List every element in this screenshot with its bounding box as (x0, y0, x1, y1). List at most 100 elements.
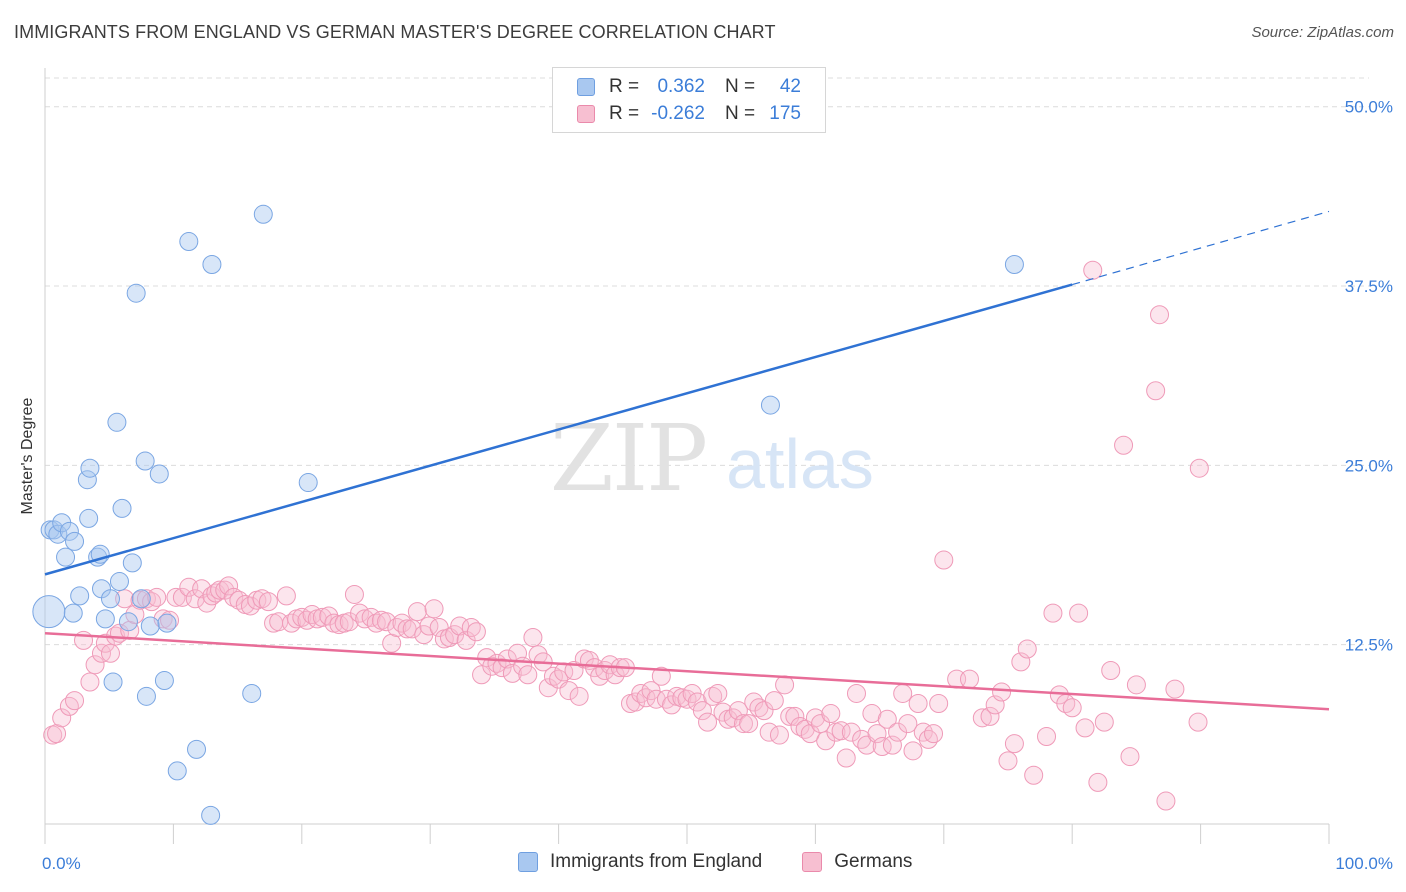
england-point (112, 498, 132, 518)
germans-point (166, 587, 186, 607)
england-trendline (44, 283, 1073, 576)
england-point (77, 470, 97, 490)
germans-point (1188, 712, 1208, 732)
germans-point (258, 592, 278, 612)
legend-row-england: R = 0.362 N = 42 (577, 75, 801, 99)
germans-point (419, 616, 439, 636)
trendlines (44, 210, 1330, 711)
germans-point (908, 693, 928, 713)
england-point (298, 473, 318, 493)
germans-point (1156, 791, 1176, 811)
germans-point (992, 682, 1012, 702)
germans-point (1114, 435, 1134, 455)
england-point (100, 589, 120, 609)
germans-point (52, 708, 72, 728)
england-point (95, 609, 115, 629)
germans-point (1101, 660, 1121, 680)
germans-point (95, 633, 115, 653)
germans-point (959, 669, 979, 689)
england-point (253, 204, 273, 224)
england-point (1004, 255, 1024, 274)
germans-point (1075, 718, 1095, 738)
england-point (103, 672, 123, 692)
germans-point (569, 686, 589, 706)
legend-swatch-germans (802, 852, 823, 872)
legend-r-value: 0.362 (657, 76, 705, 97)
germans-point (1146, 381, 1166, 401)
tick-labels: 12.5% 25.0% 37.5% 50.0% 0.0% 100.0% (42, 98, 1393, 873)
england-point (65, 531, 85, 551)
germans-point (698, 712, 718, 732)
germans-point (523, 628, 543, 647)
germans-point (924, 724, 944, 744)
england-point (63, 603, 83, 623)
england-point (179, 232, 199, 252)
legend-item-england[interactable]: Immigrants from England (518, 851, 762, 873)
england-point (135, 451, 155, 471)
germans-point (355, 609, 375, 629)
germans-point (728, 701, 748, 721)
germans-point (1120, 747, 1140, 767)
legend-item-germans[interactable]: Germans (802, 851, 912, 873)
germans-point (1043, 603, 1063, 623)
germans-point (754, 701, 774, 721)
legend-r-label: R = (609, 103, 640, 124)
germans-point (397, 619, 417, 639)
germans-point (780, 706, 800, 726)
legend-label-england: Immigrants from England (550, 851, 763, 872)
y-tick-label: 37.5% (1345, 277, 1393, 296)
germans-point (739, 714, 759, 734)
germans-point (846, 683, 866, 703)
germans-point (350, 603, 370, 623)
germans-point (502, 663, 522, 683)
germans-point (934, 550, 954, 570)
legend-n-label: N = (725, 76, 756, 97)
germans-point (831, 721, 851, 741)
england-point (167, 761, 187, 781)
germans-point (297, 610, 317, 630)
england-point (80, 458, 100, 478)
england-point (79, 508, 99, 528)
chart-title: IMMIGRANTS FROM ENGLAND VS GERMAN MASTER… (14, 22, 776, 42)
germans-point (559, 681, 579, 701)
germans-point (1165, 679, 1185, 699)
germans-point (115, 589, 135, 609)
germans-point (80, 672, 100, 692)
england-point (48, 524, 68, 544)
axes (44, 68, 1330, 844)
germans-point (1126, 675, 1146, 695)
germans-point (147, 587, 167, 607)
england-point (131, 589, 151, 609)
germans-point (811, 714, 831, 734)
germans-point (836, 748, 856, 768)
germans-point (918, 729, 938, 749)
germans-point (929, 693, 949, 713)
england-point (201, 805, 221, 825)
germans-point (392, 613, 412, 633)
x-tick-label: 100.0% (1335, 854, 1393, 873)
germans-point (344, 584, 364, 604)
germans-point (821, 704, 841, 724)
germans-point (429, 617, 449, 637)
germans-point (800, 724, 820, 744)
england-point (70, 586, 90, 606)
germans-point (1069, 603, 1089, 623)
germans-point (366, 613, 386, 633)
germans-point (65, 691, 85, 711)
england-trendline-extension (1072, 210, 1330, 286)
watermark-atlas: atlas (726, 425, 874, 503)
germans-point (867, 724, 887, 744)
germans-point (749, 698, 769, 718)
germans-point (790, 716, 810, 736)
germans-point (1094, 712, 1114, 732)
x-tick-label: 0.0% (42, 854, 81, 873)
series-legend: Immigrants from England Germans (518, 851, 952, 873)
germans-point (785, 706, 805, 726)
legend-row-germans: R = -0.262 N = 175 (577, 102, 801, 126)
germans-point (841, 722, 861, 742)
england-point (136, 686, 156, 706)
germans-point (692, 701, 712, 721)
germans-point (47, 724, 67, 744)
germans-point (424, 599, 444, 619)
